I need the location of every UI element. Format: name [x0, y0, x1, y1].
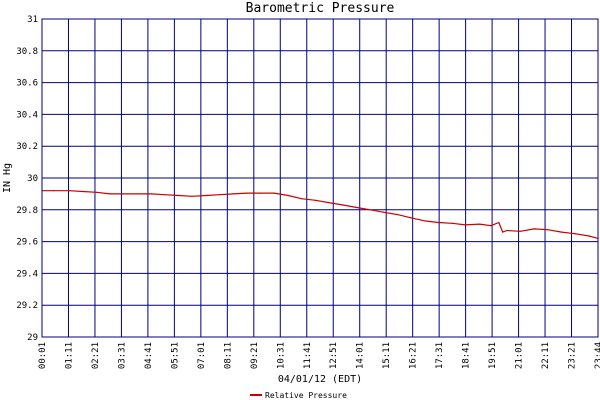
data-point — [123, 193, 125, 195]
data-point — [314, 199, 317, 201]
data-point — [369, 209, 371, 211]
data-point — [205, 194, 207, 197]
data-point — [82, 190, 84, 193]
y-tick-label: 30.6 — [16, 79, 38, 89]
series-line-relative-pressure — [42, 190, 599, 239]
data-point — [287, 194, 289, 197]
y-tick-label: 30.4 — [16, 110, 38, 120]
data-point — [232, 193, 235, 195]
data-point — [164, 194, 166, 196]
data-point — [561, 231, 563, 233]
y-axis-label: IN Hg — [2, 163, 13, 193]
chart-legend: Relative Pressure — [250, 391, 347, 400]
y-tick-label: 31 — [27, 15, 38, 25]
data-point — [52, 190, 54, 192]
x-axis-label: 04/01/12 (EDT) — [278, 374, 362, 385]
x-tick-label: 15:11 — [382, 342, 392, 369]
x-tick-label: 12:51 — [329, 342, 339, 369]
data-point — [502, 231, 504, 233]
x-tick-label: 05:51 — [170, 342, 180, 369]
data-point — [424, 220, 426, 222]
data-point — [178, 194, 180, 197]
data-point — [382, 211, 385, 213]
x-tick-label: 21:01 — [515, 342, 525, 369]
x-tick-label: 14:01 — [356, 342, 366, 369]
data-point — [355, 206, 357, 209]
y-tick-label: 30 — [27, 174, 38, 184]
data-point — [396, 213, 399, 216]
legend-label: Relative Pressure — [265, 391, 347, 400]
data-point — [260, 192, 262, 194]
data-point — [498, 221, 500, 224]
chart-series — [41, 190, 599, 240]
x-tick-label: 11:41 — [303, 342, 313, 369]
x-tick-label: 17:31 — [435, 342, 445, 369]
y-tick-label: 29.8 — [16, 206, 38, 216]
data-point — [437, 221, 439, 224]
data-point — [328, 202, 330, 204]
x-tick-label: 23:44 — [594, 342, 600, 369]
data-point — [273, 192, 275, 194]
x-tick-label: 16:21 — [409, 342, 419, 369]
data-point — [342, 204, 344, 206]
x-tick-label: 02:21 — [91, 342, 101, 369]
data-point — [246, 192, 248, 194]
data-point — [451, 222, 453, 224]
data-point — [96, 191, 98, 193]
data-point — [464, 224, 467, 226]
x-tick-label: 04:41 — [144, 342, 154, 369]
plot-frame — [41, 18, 599, 338]
data-point — [533, 228, 535, 230]
data-point — [519, 230, 521, 232]
x-tick-label: 22:11 — [541, 342, 551, 369]
x-tick-label: 01:11 — [64, 342, 74, 369]
data-point — [68, 190, 70, 192]
x-tick-label: 09:21 — [250, 342, 260, 369]
y-tick-label: 30.2 — [16, 142, 38, 152]
data-point — [490, 225, 492, 227]
y-tick-label: 30.8 — [16, 47, 38, 57]
data-point — [546, 229, 549, 231]
x-tick-label: 18:41 — [462, 342, 472, 369]
x-tick-label: 23:21 — [568, 342, 578, 369]
data-point — [574, 233, 576, 235]
x-tick-label: 03:31 — [117, 342, 127, 369]
x-tick-label: 00:01 — [38, 342, 48, 369]
data-point — [218, 194, 220, 196]
y-tick-label: 29 — [27, 333, 38, 343]
x-tick-label: 07:01 — [197, 342, 207, 369]
data-point — [109, 193, 111, 195]
y-tick-label: 29.2 — [16, 301, 38, 311]
data-point — [300, 198, 303, 200]
x-tick-label: 10:31 — [276, 342, 286, 369]
data-point — [410, 217, 412, 219]
x-tick-label: 19:51 — [488, 342, 498, 369]
data-point — [588, 235, 590, 237]
x-tick-label: 08:11 — [223, 342, 233, 369]
y-tick-label: 29.6 — [16, 238, 38, 248]
data-point — [150, 193, 153, 195]
chart-title: Barometric Pressure — [246, 1, 395, 16]
data-point — [506, 229, 508, 232]
y-tick-label: 29.4 — [16, 269, 38, 279]
y-tick-labels: 29 29.2 29.4 29.6 29.8 30 30.2 30.4 30.6 30.8 31 — [16, 15, 38, 343]
data-point — [191, 195, 193, 197]
data-point — [479, 223, 481, 225]
x-tick-labels: 00:01 01:11 02:21 03:31 04:41 05:51 07:01 08:11… — [38, 342, 600, 369]
data-point — [136, 193, 138, 195]
